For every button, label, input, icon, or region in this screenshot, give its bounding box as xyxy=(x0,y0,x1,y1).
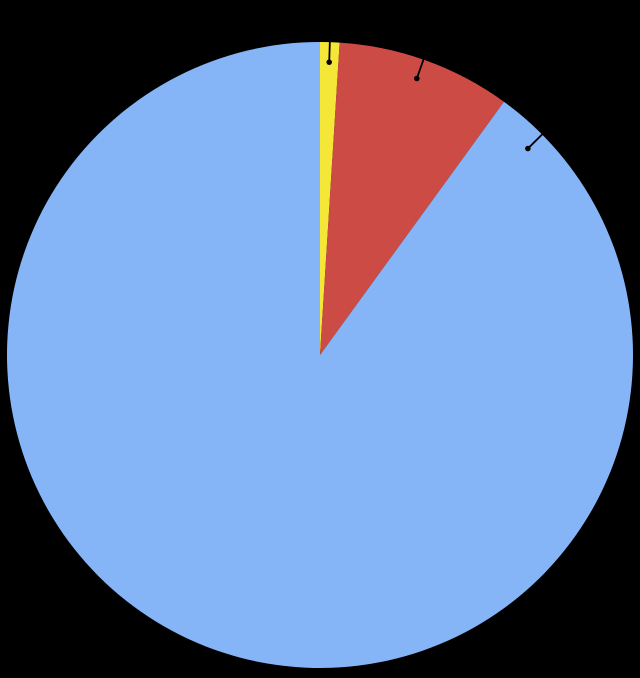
pie-slice-blue-slice xyxy=(7,42,634,668)
label-leader-line-blue-slice xyxy=(527,111,565,150)
label-anchor-dot-red-slice xyxy=(414,75,420,82)
pie-slice-red-slice xyxy=(320,42,504,356)
label-leader-line-yellow-slice xyxy=(328,10,332,63)
label-leader-line-red-slice xyxy=(415,29,435,79)
pie-slice-yellow-slice xyxy=(320,42,340,355)
pie-callouts xyxy=(326,10,565,152)
pie-slices xyxy=(7,42,634,668)
label-anchor-dot-blue-slice xyxy=(525,145,531,152)
label-anchor-dot-yellow-slice xyxy=(326,59,333,65)
